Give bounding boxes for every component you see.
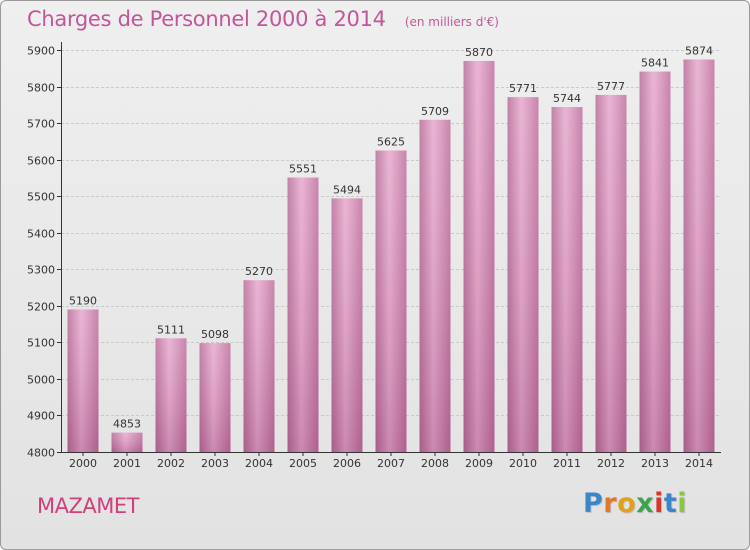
x-tick-label: 2002 [157, 457, 185, 470]
value-label: 5111 [157, 323, 185, 336]
value-label: 5771 [509, 82, 537, 95]
x-tick-label: 2006 [333, 457, 361, 470]
y-tick-label: 4900 [27, 410, 55, 423]
bar-shade-2009 [463, 60, 495, 453]
value-label: 5874 [685, 45, 713, 58]
bar-shade-2006 [331, 198, 363, 452]
x-tick-label: 2013 [641, 457, 669, 470]
brand-letter: o [617, 488, 637, 519]
x-tick-label: 2012 [597, 457, 625, 470]
value-label: 5190 [69, 294, 97, 307]
chart-subtitle: (en milliers d'€) [404, 15, 499, 29]
axes [57, 42, 721, 456]
value-label: 5870 [465, 46, 493, 59]
x-tick-label: 2000 [69, 457, 97, 470]
bars [67, 59, 715, 453]
brand-letter: t [663, 488, 678, 519]
x-tick-label: 2007 [377, 457, 405, 470]
bar-shade-2011 [551, 107, 583, 452]
x-tick-label: 2011 [553, 457, 581, 470]
city-name: MAZAMET [37, 494, 139, 518]
value-label: 5625 [377, 136, 405, 149]
y-tick-label: 5300 [27, 264, 55, 277]
bar-shade-2014 [683, 59, 715, 452]
y-tick-label: 5100 [27, 337, 55, 350]
bar-shade-2013 [639, 71, 671, 452]
x-tick-label: 2008 [421, 457, 449, 470]
value-label: 5841 [641, 57, 669, 70]
value-label: 4853 [113, 418, 141, 431]
brand-letter: i [677, 488, 688, 519]
y-tick-label: 5900 [27, 45, 55, 58]
x-tick-label: 2003 [201, 457, 229, 470]
chart-title: Charges de Personnel 2000 à 2014 [27, 7, 386, 31]
y-tick-label: 5700 [27, 118, 55, 131]
bar-shade-2005 [287, 177, 319, 452]
labels: 4800 4900 5000 5100 5200 5300 5400 5500 5600 5700… [27, 45, 713, 471]
bar-shade-2008 [419, 119, 451, 452]
y-tick-label: 5000 [27, 374, 55, 387]
x-tick-label: 2010 [509, 457, 537, 470]
brand-logo: Proxiti [583, 488, 687, 519]
value-label: 5744 [553, 92, 581, 105]
y-tick-label: 5600 [27, 155, 55, 168]
y-tick-label: 5800 [27, 82, 55, 95]
x-tick-label: 2004 [245, 457, 273, 470]
value-label: 5098 [201, 328, 229, 341]
bar-shade-2004 [243, 280, 275, 452]
y-tick-label: 5400 [27, 228, 55, 241]
bar-shade-2010 [507, 97, 539, 452]
bar-shade-2003 [199, 343, 231, 452]
title-row: Charges de Personnel 2000 à 2014 (en mil… [27, 7, 499, 31]
brand-letter: i [654, 488, 664, 519]
brand-letter: P [583, 488, 604, 519]
value-label: 5777 [597, 80, 625, 93]
brand-letter: r [603, 488, 618, 519]
value-label: 5551 [289, 163, 317, 176]
x-tick-label: 2014 [685, 457, 713, 470]
x-tick-label: 2009 [465, 457, 493, 470]
x-tick-label: 2001 [113, 457, 141, 470]
bar-shade-2007 [375, 150, 407, 452]
y-tick-label: 4800 [27, 447, 55, 460]
value-label: 5709 [421, 105, 449, 118]
value-label: 5494 [333, 183, 361, 196]
value-label: 5270 [245, 265, 273, 278]
y-tick-label: 5200 [27, 301, 55, 314]
bar-shade-2000 [67, 309, 99, 452]
bar-shade-2002 [155, 338, 187, 452]
brand-letter: x [636, 488, 655, 519]
bar-shade-2012 [595, 94, 627, 452]
x-tick-label: 2005 [289, 457, 317, 470]
y-tick-label: 5500 [27, 191, 55, 204]
bar-shade-2001 [111, 432, 143, 452]
